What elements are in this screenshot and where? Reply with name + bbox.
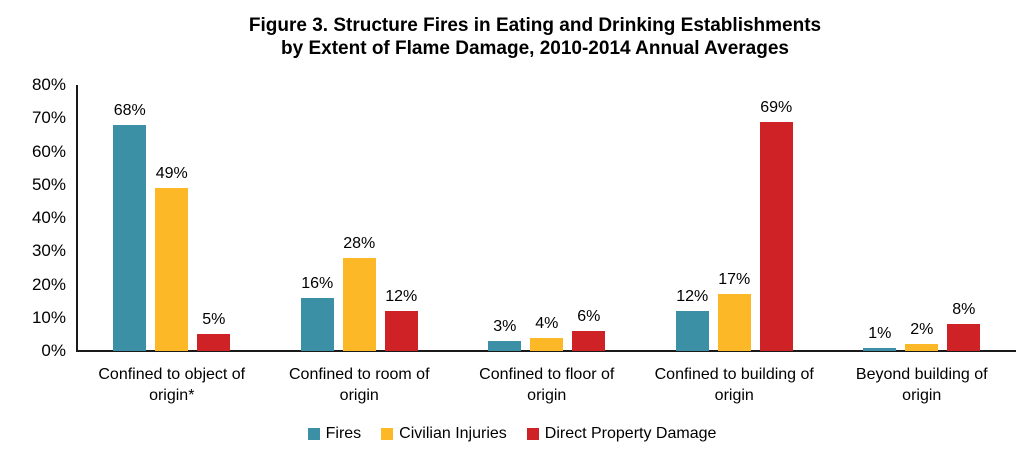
- legend-item: Fires: [307, 424, 362, 444]
- y-axis-line: [76, 85, 78, 352]
- y-axis-tick-label: 80%: [31, 75, 66, 94]
- y-axis-tick-label: 60%: [31, 141, 66, 161]
- bar-value-label: 2%: [910, 321, 934, 339]
- bar: [947, 324, 981, 351]
- y-axis-tick-label: 50%: [31, 174, 66, 194]
- bar: [759, 121, 793, 351]
- y-axis-tick-label: 20%: [31, 274, 66, 294]
- legend-label: Fires: [325, 425, 362, 442]
- bar: [300, 297, 334, 351]
- bar-value-label: 12%: [676, 288, 709, 306]
- legend-swatch-icon: [307, 428, 320, 440]
- bar-value-label: 69%: [760, 98, 793, 116]
- legend-label: Direct Property Damage: [544, 425, 717, 442]
- bar: [905, 344, 939, 351]
- bar: [863, 347, 897, 351]
- bar-value-label: 12%: [385, 288, 418, 306]
- legend-item: Civilian Injuries: [381, 424, 507, 444]
- y-axis-tick-label: 30%: [31, 241, 66, 261]
- bar-value-label: 6%: [577, 308, 601, 326]
- legend-swatch-icon: [381, 428, 394, 440]
- x-axis-category-label: Confined to object of origin*: [98, 366, 246, 404]
- x-axis-line: [76, 350, 1016, 352]
- bar: [155, 188, 189, 351]
- bar: [675, 311, 709, 351]
- bar: [488, 341, 522, 351]
- legend-swatch-icon: [526, 428, 539, 440]
- bar-value-label: 49%: [155, 165, 188, 183]
- chart-legend: Fires Civilian Injuries Direct Property Da…: [0, 424, 1024, 444]
- x-axis-category-label: Beyond building of origin: [855, 366, 988, 404]
- y-axis-tick-label: 0%: [41, 341, 66, 360]
- x-axis-category-label: Confined to room of origin: [288, 366, 430, 404]
- bar: [572, 331, 606, 351]
- bar-value-label: 28%: [343, 234, 376, 252]
- chart-title-line1: Figure 3. Structure Fires in Eating and …: [248, 15, 822, 36]
- y-axis-tick-label: 10%: [31, 307, 66, 327]
- bar: [113, 124, 147, 351]
- bar-value-label: 68%: [113, 101, 146, 119]
- bar-value-label: 8%: [952, 301, 976, 319]
- y-axis-tick-label: 40%: [31, 208, 66, 227]
- bar-value-label: 17%: [718, 271, 751, 289]
- legend-label: Civilian Injuries: [399, 425, 507, 442]
- bar: [384, 311, 418, 351]
- y-axis-tick-label: 70%: [31, 108, 66, 128]
- bar: [530, 337, 564, 351]
- bar-value-label: 1%: [868, 324, 892, 342]
- chart-title-line2: by Extent of Flame Damage, 2010-2014 Ann…: [281, 38, 789, 59]
- x-axis-category-label: Confined to floor of origin: [479, 366, 615, 404]
- bar-value-label: 5%: [202, 311, 226, 329]
- bar-value-label: 3%: [493, 318, 517, 336]
- bar-value-label: 4%: [535, 314, 559, 332]
- chart-title: Figure 3. Structure Fires in Eating and …: [46, 14, 1024, 60]
- bar: [197, 334, 231, 351]
- x-axis-category-label: Confined to building of origin: [654, 366, 814, 404]
- bar: [717, 294, 751, 351]
- bar: [342, 257, 376, 351]
- bar-value-label: 16%: [301, 274, 334, 292]
- legend-item: Direct Property Damage: [526, 424, 717, 444]
